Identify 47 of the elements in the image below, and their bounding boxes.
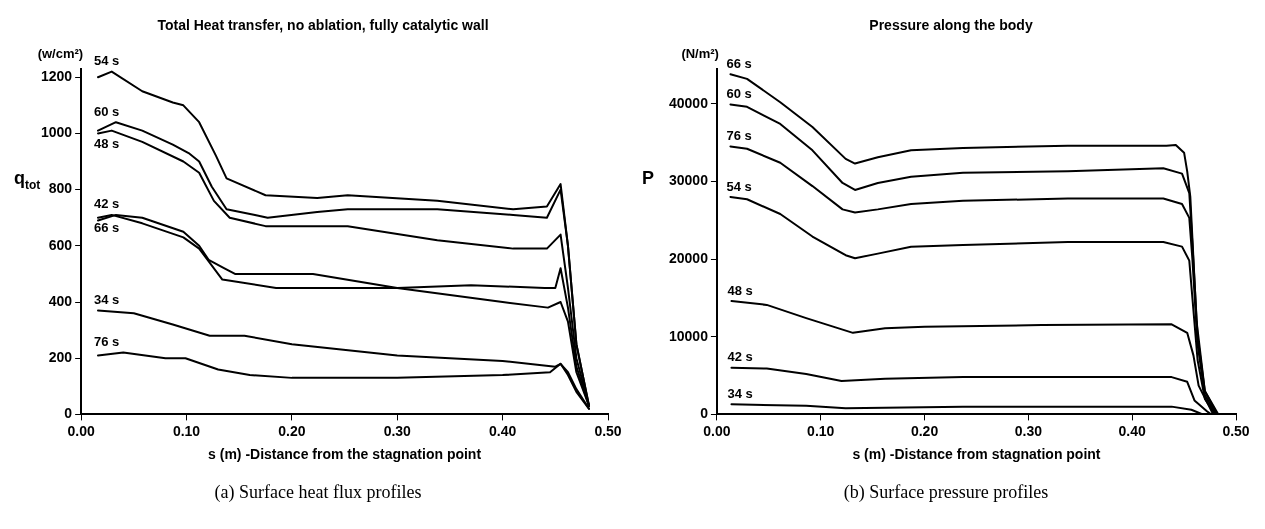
y-tick-label: 200 [48,349,73,366]
x-axis-title: s (m) -Distance from the stagnation point [208,446,482,463]
y-tick-label: 0 [64,405,73,422]
x-tick-label: 0.40 [489,422,517,439]
chart-title: Pressure along the body [869,17,1033,34]
x-tick-label: 0.10 [807,422,835,439]
text: (w/cm²) [37,46,84,62]
series-label: 66 s [726,55,752,71]
series-label: 34 s [94,292,120,308]
x-tick-label: 0.00 [67,422,95,439]
x-tick-label: 0.50 [594,422,622,439]
x-tick-label: 0.50 [1222,422,1250,439]
x-tick-label: 0.00 [703,422,731,439]
x-tick-label: 0.30 [1014,422,1043,439]
text: (N/m²) [681,46,719,62]
series-label: 66 s [94,220,120,236]
series-label: 60 s [94,103,120,119]
series-label: 54 s [94,53,120,69]
x-axis-title: s (m) -Distance from stagnation point [852,446,1101,463]
series-label: 34 s [727,385,753,401]
x-tick-label: 0.40 [1118,422,1147,439]
x-tick-label: 0.20 [910,422,939,439]
text: (b) Surface pressure profiles [843,482,1049,503]
y-tick-label: 0 [700,405,709,422]
y-tick-label: 400 [48,292,73,309]
series-label: 76 s [726,128,752,144]
series-label: 48 s [94,136,120,151]
series-label: 42 s [727,349,753,365]
y-tick-label: 1200 [40,68,73,85]
x-tick-label: 0.30 [383,422,412,439]
y-tick-label: 600 [48,236,73,253]
y-tick-label: 20000 [668,249,709,266]
y-tick-label: 40000 [668,94,709,111]
y-tick-label: 1000 [40,124,73,141]
y-axis-title: P [642,168,655,189]
series-label: 60 s [726,86,752,102]
series-label: 48 s [727,282,753,298]
text: (a) Surface heat flux profiles [214,482,422,503]
x-tick-label: 0.10 [172,422,201,439]
y-tick-label: 10000 [668,327,709,344]
y-tick-label: 800 [48,180,73,197]
series-label: 54 s [726,178,752,194]
x-tick-label: 0.20 [278,422,306,439]
series-label: 42 s [94,196,120,212]
chart-title: Total Heat transfer, no ablation, fully catalytic wall [157,17,489,34]
y-tick-label: 30000 [668,172,709,189]
series-label: 76 s [94,334,120,350]
